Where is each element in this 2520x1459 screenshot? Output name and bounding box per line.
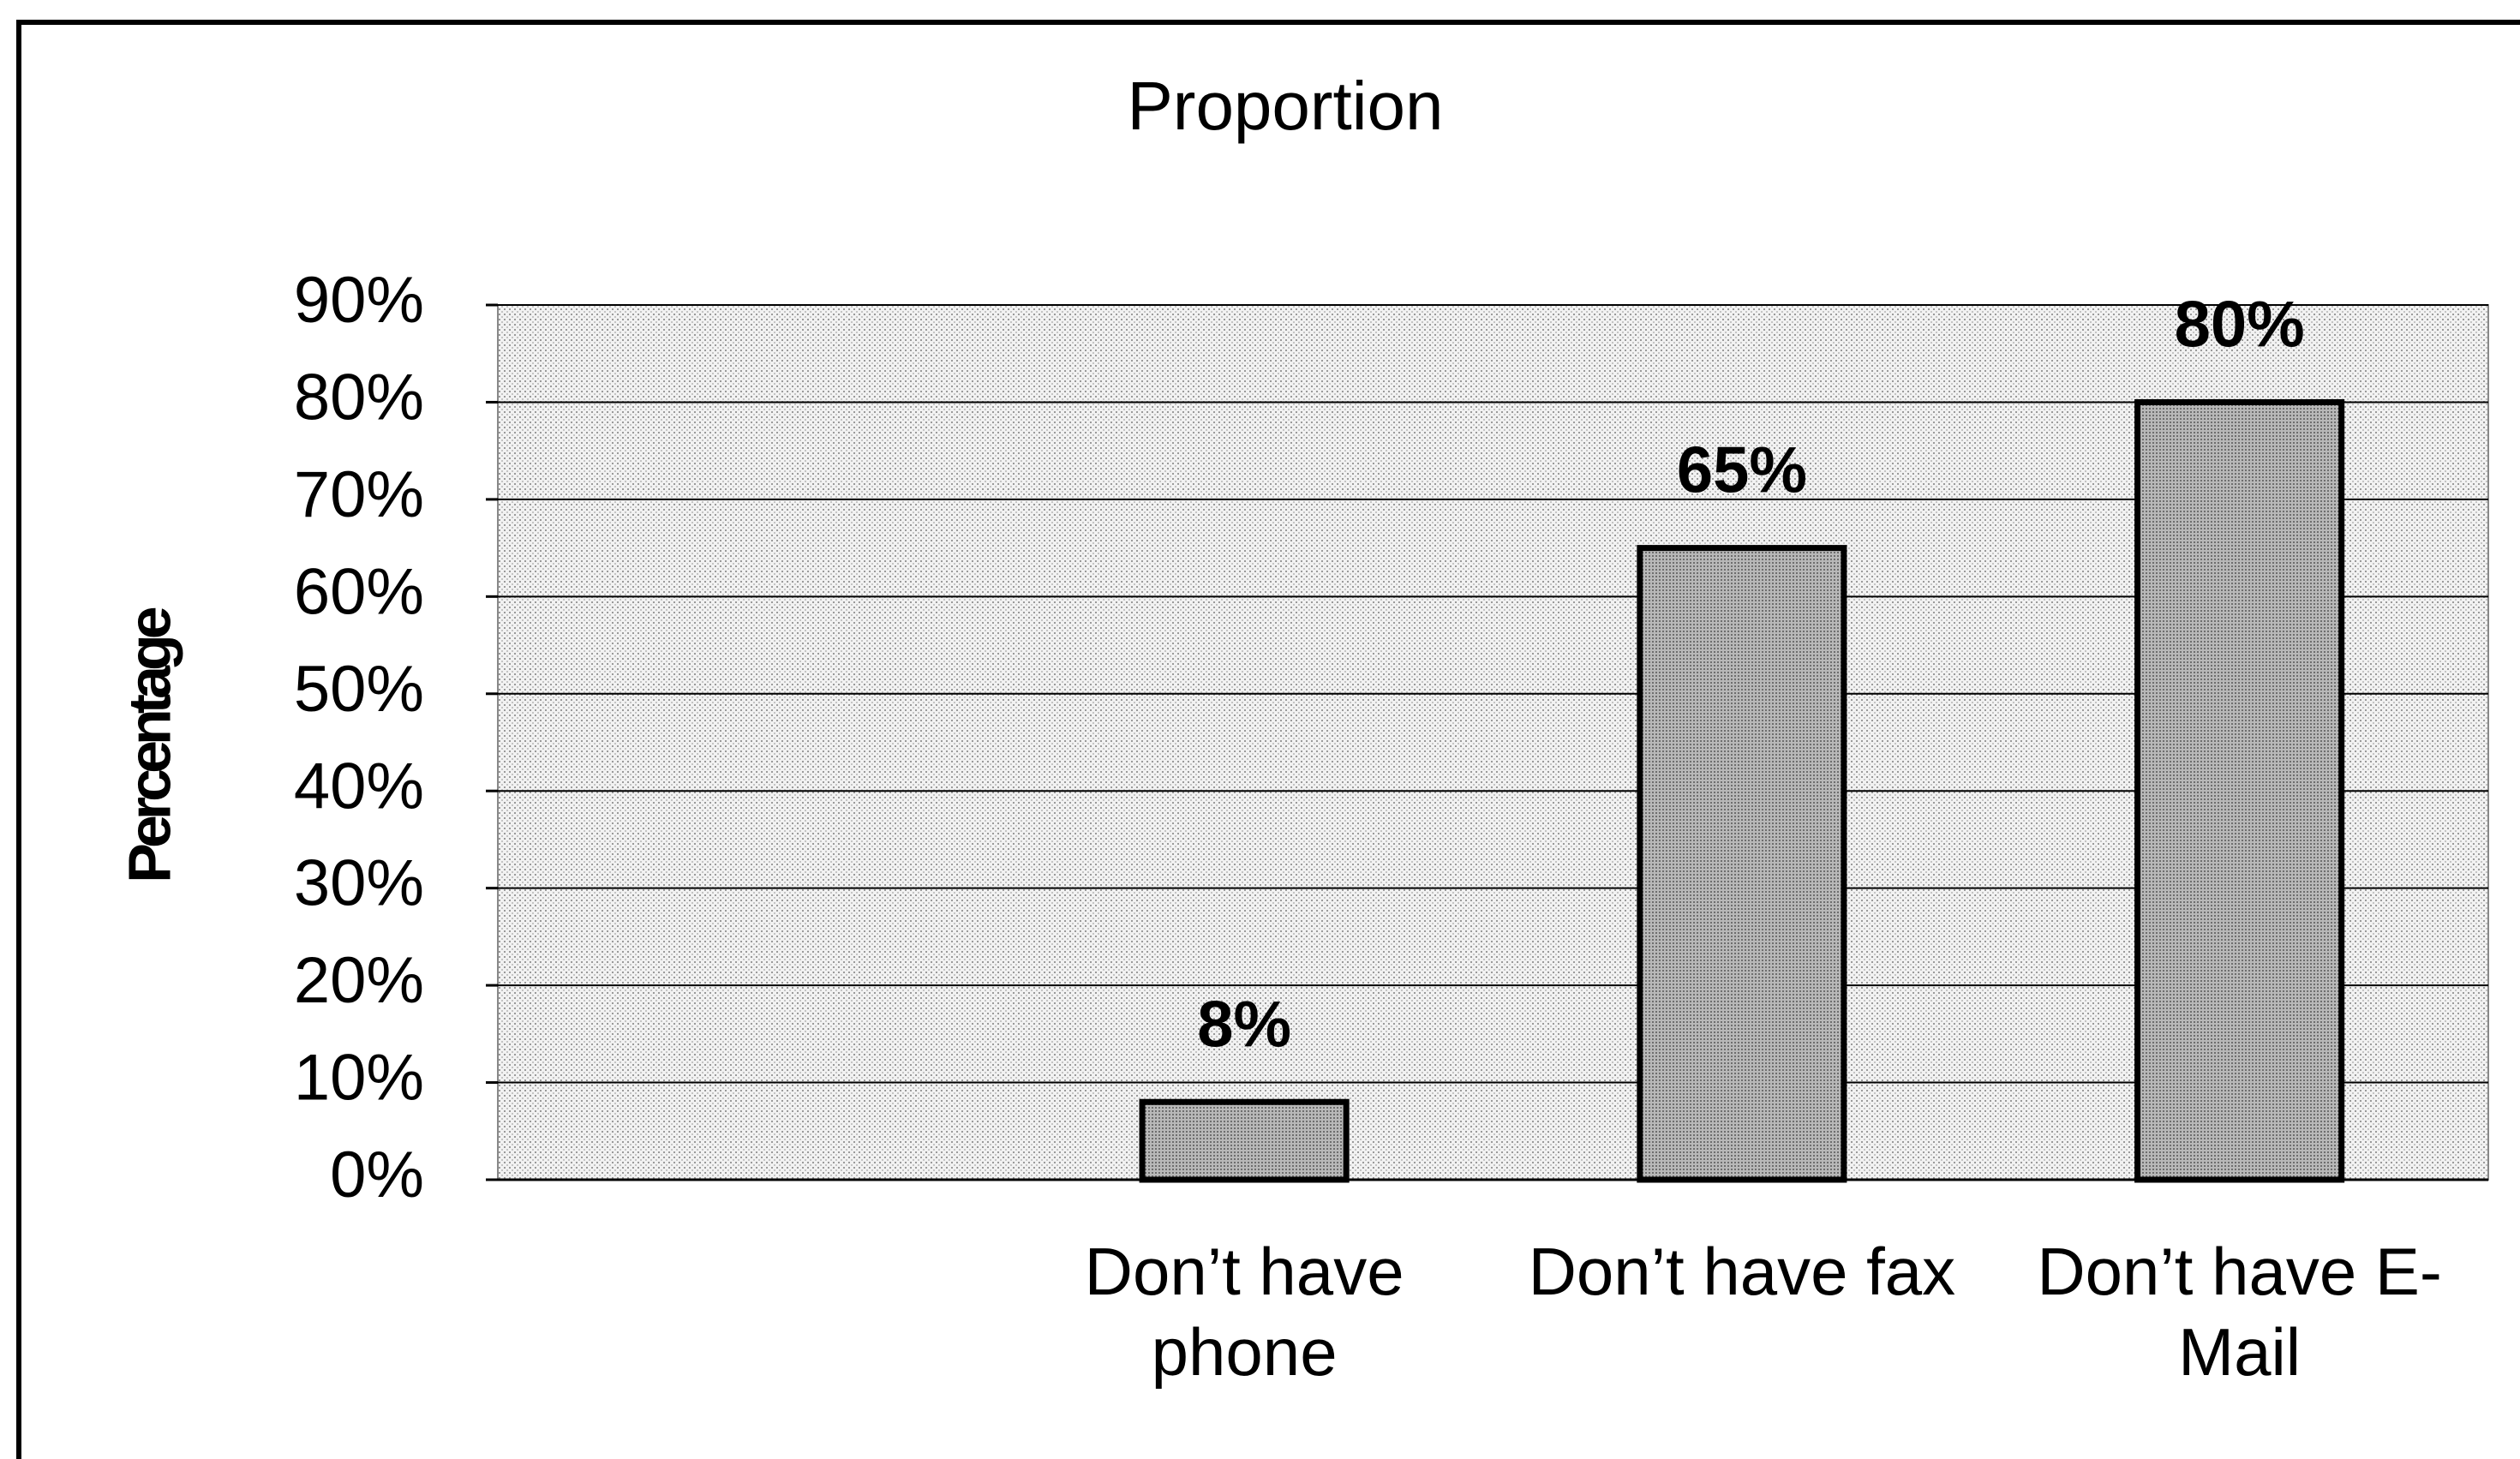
x-tick-label: Don’t have fax [1528,1234,1956,1309]
y-tick-label: 70% [294,458,424,531]
bar [2134,398,2345,1183]
y-tick-label: 80% [294,362,424,434]
bar [1637,545,1847,1183]
x-tick-label: Don’t have E-Mail [2037,1234,2442,1390]
y-tick-label: 60% [294,555,424,628]
y-tick-label: 0% [330,1139,424,1211]
data-label: 65% [1677,434,1807,507]
y-tick-label: 90% [294,264,424,337]
frame [16,20,2520,1459]
y-tick-label: 40% [294,750,424,822]
bar [1139,1098,1350,1183]
chart-title: Proportion [1127,68,1443,144]
data-label: 80% [2175,289,2305,362]
x-tick-label: Don’t have phone [1084,1234,1404,1390]
y-tick-label: 20% [294,944,424,1017]
y-tick-label: 50% [294,653,424,726]
y-tick-label: 10% [294,1042,424,1115]
data-label: 8% [1197,988,1291,1061]
y-axis-label: Percentage [116,607,183,882]
y-tick-label: 30% [294,847,424,920]
